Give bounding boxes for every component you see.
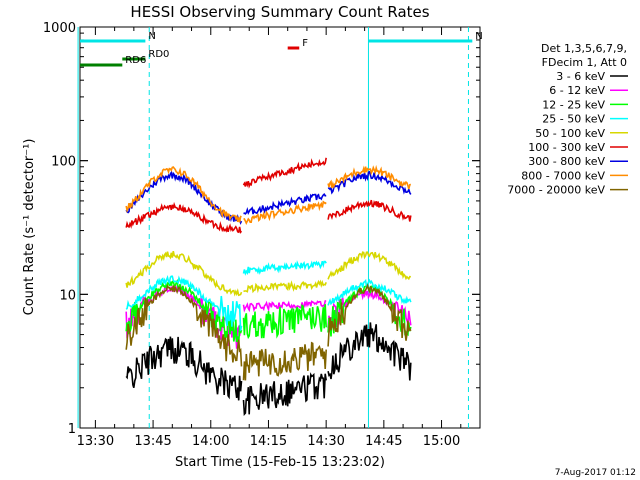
legend-entry-label: 800 - 7000 keV: [521, 169, 605, 182]
series-line: [327, 170, 412, 195]
series-line: [242, 157, 327, 189]
legend: Det 1,3,5,6,7,9,FDecim 1, Att 03 - 6 keV…: [507, 42, 628, 197]
series-line: [327, 199, 412, 222]
series-line: [327, 164, 412, 190]
series-3-6-kev: [125, 322, 412, 417]
series-line: [327, 251, 411, 281]
series-line: [125, 166, 242, 223]
axis-ticks: 1 10 100 1000 13:30 13:45 14:00 14:15 14:30 14:45…: [43, 21, 481, 449]
plot-frame: [79, 26, 481, 429]
series-line: [327, 278, 412, 306]
series-line: [242, 299, 327, 313]
legend-entry-label: 300 - 800 keV: [528, 155, 605, 168]
y-tick-label: 1: [68, 422, 76, 437]
state-bar-label: N: [475, 31, 482, 42]
series-100-300-kev: [125, 157, 412, 234]
chart-title: HESSI Observing Summary Count Rates: [130, 3, 429, 21]
x-tick-label: 15:00: [423, 434, 460, 449]
series-line: [125, 201, 243, 234]
series-line: [242, 260, 327, 276]
x-tick-label: 14:30: [307, 434, 344, 449]
series-800-7000-kev: [125, 164, 412, 225]
series-line: [242, 372, 327, 417]
legend-entry-label: 12 - 25 keV: [542, 98, 605, 111]
state-bar-label: F: [302, 38, 308, 49]
x-axis-label: Start Time (15-Feb-15 13:23:02): [175, 455, 385, 470]
series-group: [125, 157, 412, 417]
series-line: [243, 200, 327, 225]
x-tick-label: 13:30: [77, 434, 114, 449]
series-line: [125, 274, 243, 331]
legend-entry-label: 100 - 300 keV: [528, 141, 605, 154]
series-25-50-kev: [125, 260, 412, 331]
series-line: [242, 304, 327, 340]
series-line: [327, 322, 412, 381]
y-axis-label: Count Rate (s⁻¹ detector⁻¹): [22, 139, 37, 316]
series-line: [125, 250, 243, 297]
series-line: [242, 341, 327, 381]
series-line: [327, 283, 412, 347]
x-tick-label: 13:45: [134, 434, 171, 449]
legend-entry-label: 50 - 100 keV: [535, 127, 605, 140]
legend-entry-label: 6 - 12 keV: [549, 84, 605, 97]
y-tick-label: 1000: [43, 21, 76, 36]
footer-date: 7-Aug-2017 01:12: [555, 468, 636, 478]
legend-header: Det 1,3,5,6,7,9,: [541, 42, 627, 55]
x-tick-label: 14:15: [250, 434, 287, 449]
legend-entry-label: 7000 - 20000 keV: [507, 184, 605, 197]
y-tick-label: 10: [59, 288, 76, 303]
x-tick-label: 14:45: [365, 434, 402, 449]
state-bar-label: RD6: [125, 55, 146, 66]
legend-entry-label: 3 - 6 keV: [556, 70, 605, 83]
y-tick-label: 100: [51, 155, 76, 170]
legend-entry-label: 25 - 50 keV: [542, 113, 605, 126]
state-bar-label: N: [148, 31, 155, 42]
series-line: [243, 192, 327, 216]
legend-header: FDecim 1, Att 0: [542, 56, 627, 69]
series-50-100-kev: [125, 250, 411, 297]
x-tick-label: 14:00: [192, 434, 229, 449]
series-line: [243, 279, 327, 294]
series-7000-20000-kev: [125, 283, 412, 381]
series-line: [125, 336, 243, 401]
state-bar-label: RD0: [148, 49, 169, 60]
series-line: [125, 284, 243, 367]
